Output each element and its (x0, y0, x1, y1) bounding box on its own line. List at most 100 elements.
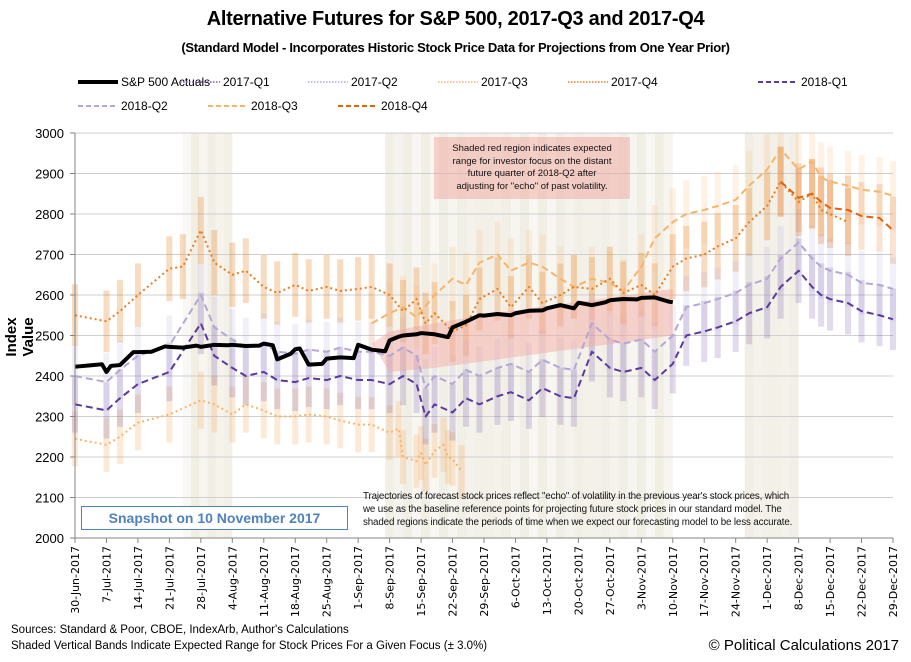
range-bar (795, 134, 802, 205)
series-line-2018-q4 (779, 180, 894, 231)
legend-item-2017-q2: 2017-Q2 (308, 74, 398, 90)
range-bar (413, 355, 420, 414)
range-bar (386, 282, 393, 345)
range-bar (305, 259, 312, 323)
range-bar (323, 388, 330, 445)
x-tick-label: 22-Dec-2017 (856, 546, 869, 617)
x-tick-label: 27-Oct-2017 (604, 546, 617, 615)
range-bar (732, 290, 739, 353)
range-bar (701, 221, 708, 288)
x-tick-label: 8-Dec-2017 (793, 546, 806, 610)
range-bar (400, 280, 407, 343)
x-tick-label: 22-Sep-2017 (447, 546, 460, 617)
x-tick-label: 1-Dec-2017 (761, 546, 774, 610)
range-bar (525, 230, 532, 296)
red-region-area (371, 288, 673, 372)
series-line-s-p-500-actuals (74, 295, 674, 374)
legend-swatch (208, 105, 248, 107)
range-bar (197, 292, 204, 355)
range-bar (242, 376, 249, 433)
range-bar (116, 409, 123, 465)
range-bar (458, 444, 465, 498)
range-bar (570, 340, 577, 400)
range-bar (638, 309, 645, 370)
range-bar (166, 342, 173, 402)
range-bar (827, 146, 834, 217)
range-bar (274, 351, 281, 410)
x-tick-label: 24-Nov-2017 (730, 546, 743, 617)
x-tick-label: 7-Jul-2017 (100, 546, 113, 603)
range-bar (620, 313, 627, 374)
sources-note: Sources: Standard & Poor, CBOE, IndexArb… (11, 624, 349, 636)
range-bar (620, 342, 627, 402)
legend-swatch (338, 105, 378, 107)
range-bar (449, 432, 456, 486)
x-tick-label: 4-Aug-2017 (226, 546, 239, 610)
range-bar (539, 330, 546, 390)
y-tick-label: 2000 (35, 531, 64, 546)
y-tick-label: 2500 (35, 329, 64, 344)
legend-label: 2017-Q2 (351, 75, 398, 89)
range-bar (507, 238, 514, 304)
range-bar (827, 179, 834, 249)
red-region-note: Shaded red region indicates expected ran… (434, 137, 630, 199)
legend-item-sp500-actuals: S&P 500 Actuals (78, 74, 210, 90)
x-tick-label: 1-Sep-2017 (352, 546, 365, 610)
range-bar (809, 133, 816, 197)
note-line: Trajectories of forecast stock prices re… (363, 491, 790, 502)
legend-label: 2017-Q3 (481, 75, 528, 89)
range-bar (292, 252, 299, 317)
y-tick-label: 2400 (35, 369, 64, 384)
range-bar (890, 196, 896, 264)
x-tick-label: 29-Dec-2017 (887, 546, 900, 617)
range-bar (463, 252, 470, 317)
snapshot-label: Snapshot on 10 November 2017 (81, 506, 348, 530)
range-bar (651, 263, 658, 327)
range-bar (368, 255, 375, 319)
legend-label: 2018-Q2 (121, 99, 168, 113)
y-tick-label: 2700 (35, 248, 64, 263)
series-line-2017-q3 (74, 399, 463, 472)
x-tick-labels: 30-Jun-2017 7-Jul-2017 14-Jul-2017 21-Jul-2… (69, 538, 900, 617)
x-tick-label: 15-Sep-2017 (415, 546, 428, 617)
y-axis-label: Index Value (3, 317, 37, 357)
note-line: shaded regions indicate the periods of t… (363, 517, 793, 528)
range-bar (274, 388, 281, 445)
legend-label: 2018-Q4 (381, 99, 428, 113)
y-tick-label: 2800 (35, 207, 64, 222)
bands-note: Shaded Vertical Bands Indicate Expected … (11, 640, 488, 652)
range-bar (845, 188, 852, 256)
range-bar (355, 257, 362, 321)
legend-item-2018-q2: 2018-Q2 (78, 98, 168, 114)
range-bar (103, 382, 110, 439)
range-bar (386, 405, 393, 461)
legend-label: 2017-Q1 (223, 75, 270, 89)
x-tick-label: 11-Aug-2017 (258, 546, 271, 617)
note-line: future quarter of 2018-Q2 after (467, 168, 597, 179)
legend-item-2017-q1: 2017-Q1 (180, 74, 270, 90)
x-tick-label: 20-Oct-2017 (572, 546, 585, 615)
legend-swatch (758, 81, 798, 83)
range-bar (274, 321, 281, 382)
range-bar (818, 175, 825, 245)
copyright: © Political Calculations 2017 (708, 637, 899, 654)
y-tick-label: 2100 (35, 491, 64, 506)
y-tick-label: 2900 (35, 167, 64, 182)
legend: S&P 500 Actuals 2017-Q1 2017-Q2 2017-Q3 … (40, 74, 890, 118)
y-tick-label: 2200 (35, 450, 64, 465)
range-bar (651, 205, 658, 272)
x-tick-label: 21-Jul-2017 (163, 546, 176, 610)
x-tick-label: 10-Nov-2017 (667, 546, 680, 617)
range-bar (166, 386, 173, 443)
range-bar (260, 255, 267, 319)
range-bar (890, 161, 896, 231)
legend-label: 2018-Q1 (801, 75, 848, 89)
range-bar (395, 401, 402, 457)
range-bar (422, 438, 429, 492)
range-bar (463, 369, 470, 427)
range-bar (606, 250, 613, 315)
x-tick-label: 28-Jul-2017 (195, 546, 208, 610)
x-tick-label: 13-Oct-2017 (541, 546, 554, 615)
range-bar (103, 417, 110, 472)
series-line-2017-q4 (74, 180, 849, 333)
